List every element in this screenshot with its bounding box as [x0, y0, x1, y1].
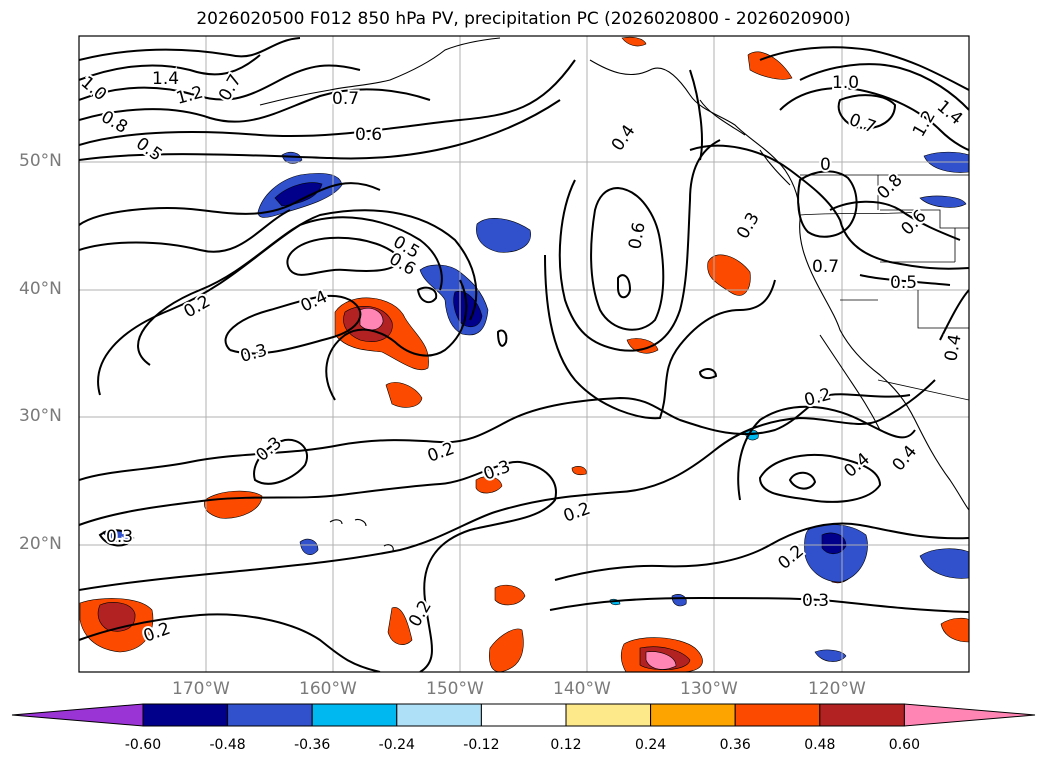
contour-label: 0.8: [98, 107, 131, 138]
contour-label: 0.3: [481, 457, 513, 485]
colorbar-tick: -0.12: [463, 737, 500, 753]
contour-label: 0.4: [608, 121, 640, 155]
contour-label: 0.7: [846, 110, 878, 138]
pv-contours: [79, 37, 969, 672]
colorbar-tick: -0.48: [209, 737, 246, 753]
precip-blob: [489, 628, 524, 672]
contour-label: 0.5: [132, 134, 166, 166]
precip-blob: [571, 466, 587, 476]
precip-blob: [747, 51, 793, 80]
contour-label: 0.2: [405, 597, 436, 630]
contour-label: 0.2: [802, 385, 833, 411]
colorbar-segment: [142, 703, 229, 727]
contour-label: 0.5: [890, 273, 917, 293]
precip-blob: [919, 548, 969, 579]
precip-blob: [359, 308, 384, 331]
colorbar-segment: [903, 703, 1036, 727]
precip-blob: [671, 594, 687, 607]
lat-label: 30°N: [19, 406, 62, 426]
colorbar-segment: [480, 703, 567, 727]
precip-blob: [621, 36, 647, 47]
lon-label: 120°W: [808, 679, 866, 699]
precip-blob: [814, 649, 847, 662]
lon-label: 160°W: [299, 679, 357, 699]
precip-blob: [707, 254, 751, 296]
precip-blob: [940, 617, 969, 643]
precip-blob: [387, 607, 413, 645]
precip-blob: [453, 290, 483, 328]
contour-label: 0.4: [889, 442, 922, 476]
contour-label: 0.2: [561, 499, 593, 527]
contour-label: 0.3: [106, 527, 133, 547]
contour-label: 0.4: [941, 333, 965, 363]
precip-blob: [281, 151, 303, 164]
lon-label: 150°W: [426, 679, 484, 699]
lon-label: 170°W: [172, 679, 230, 699]
colorbar: [11, 703, 1036, 727]
precip-negative: [102, 151, 969, 662]
lat-label: 50°N: [19, 151, 62, 171]
contour-label: 0.2: [774, 541, 808, 574]
colorbar-segment: [734, 703, 821, 727]
contour-label: 0.7: [812, 257, 839, 277]
colorbar-segment: [650, 703, 736, 727]
lon-label: 140°W: [553, 679, 611, 699]
colorbar-tick: 0.36: [719, 737, 751, 753]
lon-label: 130°W: [680, 679, 738, 699]
borders: [799, 174, 969, 401]
contour-label: 0.7: [332, 89, 359, 109]
map-frame: [78, 35, 970, 673]
precip-blob: [494, 584, 526, 606]
colorbar-tick: 0.24: [635, 737, 667, 753]
map-title: 2026020500 F012 850 hPa PV, precipitatio…: [196, 9, 851, 29]
colorbar-segment: [565, 703, 652, 727]
precip-blob: [299, 538, 319, 555]
contour-label: 0.6: [355, 125, 382, 145]
precip-blob: [475, 476, 503, 494]
contour-label: 1.0: [77, 73, 111, 106]
colorbar-tick: 0.48: [804, 737, 836, 753]
precip-blob: [645, 651, 677, 670]
precip-blob: [821, 532, 847, 555]
contour-label: 0.3: [733, 209, 764, 242]
colorbar-segment: [819, 703, 905, 727]
colorbar-segment: [311, 703, 398, 727]
precip-blob: [204, 490, 263, 519]
coastlines: [259, 37, 969, 553]
contour-label: 0: [820, 155, 831, 175]
contour-label: 0.4: [840, 449, 874, 482]
lat-label: 20°N: [19, 534, 62, 554]
precip-blob: [385, 382, 423, 408]
contour-label: 0.3: [238, 341, 269, 367]
contour-label: 1.0: [832, 73, 859, 93]
colorbar-segment: [227, 703, 313, 727]
contour-label: 0.4: [298, 287, 331, 317]
colorbar-tick: 0.60: [888, 737, 920, 753]
map-area: [79, 36, 969, 672]
colorbar-tick: -0.36: [294, 737, 331, 753]
precip-blob: [476, 218, 531, 253]
contour-label: 0.6: [625, 221, 649, 251]
colorbar-tick: -0.60: [124, 737, 162, 753]
colorbar-segment: [396, 703, 482, 727]
colorbar-tick: -0.24: [378, 737, 415, 753]
colorbar-tick: 0.12: [550, 737, 582, 753]
colorbar-segment: [11, 703, 144, 727]
precip-blob: [919, 195, 967, 208]
lat-label: 40°N: [19, 279, 62, 299]
contour-label: 1.4: [152, 69, 179, 89]
precip-blob: [97, 602, 136, 632]
contour-label: 0.3: [802, 591, 829, 611]
